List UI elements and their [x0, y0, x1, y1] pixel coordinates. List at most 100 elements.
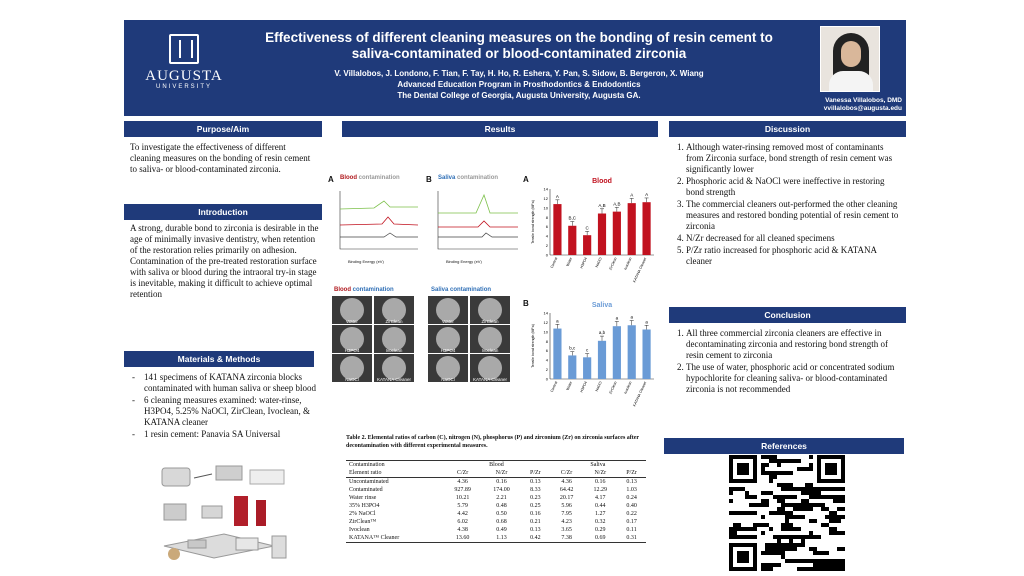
y-tick-label: 12 [544, 320, 549, 325]
qr-module [765, 491, 769, 495]
table-cell: 1.27 [595, 511, 606, 517]
y-tick-label: 14 [544, 311, 549, 316]
qr-module [801, 503, 805, 507]
category-label: NaOCl [595, 381, 603, 393]
y-tick-label: 12 [544, 196, 549, 201]
qr-module [837, 531, 841, 535]
qr-module [789, 483, 793, 487]
table-cell: 3.65 [561, 527, 572, 533]
qr-module [805, 491, 809, 495]
introduction-heading: Introduction [124, 204, 322, 220]
table-cell: 0.25 [530, 503, 541, 509]
qr-module [729, 487, 733, 491]
qr-module [789, 559, 793, 563]
xps-saliva-title: Saliva contamination [438, 175, 499, 181]
table-caption: Table 2. Elemental ratios of carbon (C),… [346, 435, 639, 449]
y-tick-label: 0 [546, 377, 549, 382]
qr-module [769, 547, 773, 551]
qr-module [785, 483, 789, 487]
university-tower-icon [169, 34, 199, 64]
qr-module [749, 511, 753, 515]
qr-module [813, 519, 817, 523]
qr-module [793, 503, 797, 507]
qr-module [745, 491, 749, 495]
table-row: KATANA™ Cleaner 13.60 1.13 0.42 7.38 0.69 0.31 [346, 534, 646, 543]
category-label: NaOCl [595, 257, 603, 269]
qr-module [761, 523, 765, 527]
qr-module [773, 511, 777, 515]
qr-module [765, 503, 769, 507]
table-cell: C/Zr [549, 469, 584, 478]
qr-module [729, 535, 733, 539]
qr-module [821, 563, 825, 567]
poster-title: Effectiveness of different cleaning meas… [234, 30, 804, 62]
qr-module [765, 455, 769, 459]
qr-module [793, 495, 797, 499]
table-cell: 1.03 [626, 487, 637, 493]
qr-finder-eye [737, 463, 749, 475]
qr-module [817, 487, 821, 491]
presenter-email[interactable]: vvillalobos@augusta.edu [823, 105, 902, 112]
qr-module [833, 511, 837, 515]
title-line-1: Effectiveness of different cleaning meas… [265, 30, 773, 45]
qr-module [821, 495, 825, 499]
methods-heading: Materials & Methods [124, 351, 314, 367]
bar [553, 328, 562, 379]
table-cell: 20.17 [559, 495, 574, 501]
table-cell: 4.17 [595, 495, 606, 501]
qr-module [733, 487, 737, 491]
y-axis-label: Tensile bond strength (MPa) [531, 324, 535, 368]
conclusion-heading: Conclusion [669, 307, 906, 323]
table-cell: 0.22 [626, 511, 637, 517]
qr-module [769, 455, 773, 459]
qr-module [813, 547, 817, 551]
qr-module [757, 523, 761, 527]
qr-module [821, 559, 825, 563]
qr-module [745, 511, 749, 515]
qr-module [797, 559, 801, 563]
qr-module [789, 547, 793, 551]
y-axis-label: Tensile bond strength (MPa) [531, 200, 535, 244]
qr-module [817, 503, 821, 507]
table-cell: 0.24 [626, 495, 637, 501]
qr-module [833, 527, 837, 531]
table-cell: Element ratio [346, 469, 444, 478]
references-qr-code[interactable] [729, 455, 845, 571]
table-cell: 174.00 [493, 487, 510, 493]
qr-module [841, 531, 845, 535]
qr-module [773, 563, 777, 567]
introduction-text: A strong, durable bond to zirconia is de… [130, 223, 319, 299]
conclusion-list: All three commercial zirconia cleaners a… [672, 328, 900, 396]
qr-module [833, 519, 837, 523]
table-cell: 0.29 [595, 527, 606, 533]
qr-module [793, 527, 797, 531]
qr-module [817, 495, 821, 499]
table-cell: C/Zr [443, 469, 483, 478]
qr-module [769, 543, 773, 547]
qr-module [793, 459, 797, 463]
poster: AUGUSTA UNIVERSITY Effectiveness of diff… [124, 20, 906, 576]
y-tick-label: 10 [544, 205, 549, 210]
table-header-row: Contamination Blood Saliva [346, 460, 646, 469]
qr-module [773, 543, 777, 547]
qr-module [757, 503, 761, 507]
qr-module [829, 487, 833, 491]
qr-module [785, 523, 789, 527]
conclusion-item: All three commercial zirconia cleaners a… [686, 328, 900, 361]
qr-module [817, 567, 821, 571]
qr-module [809, 467, 813, 471]
table-cell: Blood [443, 460, 550, 469]
qr-module [805, 467, 809, 471]
dish-image: Water [428, 296, 468, 324]
table-cell: 0.17 [626, 519, 637, 525]
qr-module [797, 515, 801, 519]
qr-module [781, 507, 785, 511]
table-cell: 0.21 [530, 519, 541, 525]
qr-module [801, 559, 805, 563]
qr-module [809, 531, 813, 535]
table-cell: 12.29 [593, 487, 608, 493]
y-tick-label: 2 [546, 243, 549, 248]
table-cell: 0.13 [626, 479, 637, 485]
y-tick-label: 4 [546, 234, 549, 239]
qr-module [789, 503, 793, 507]
